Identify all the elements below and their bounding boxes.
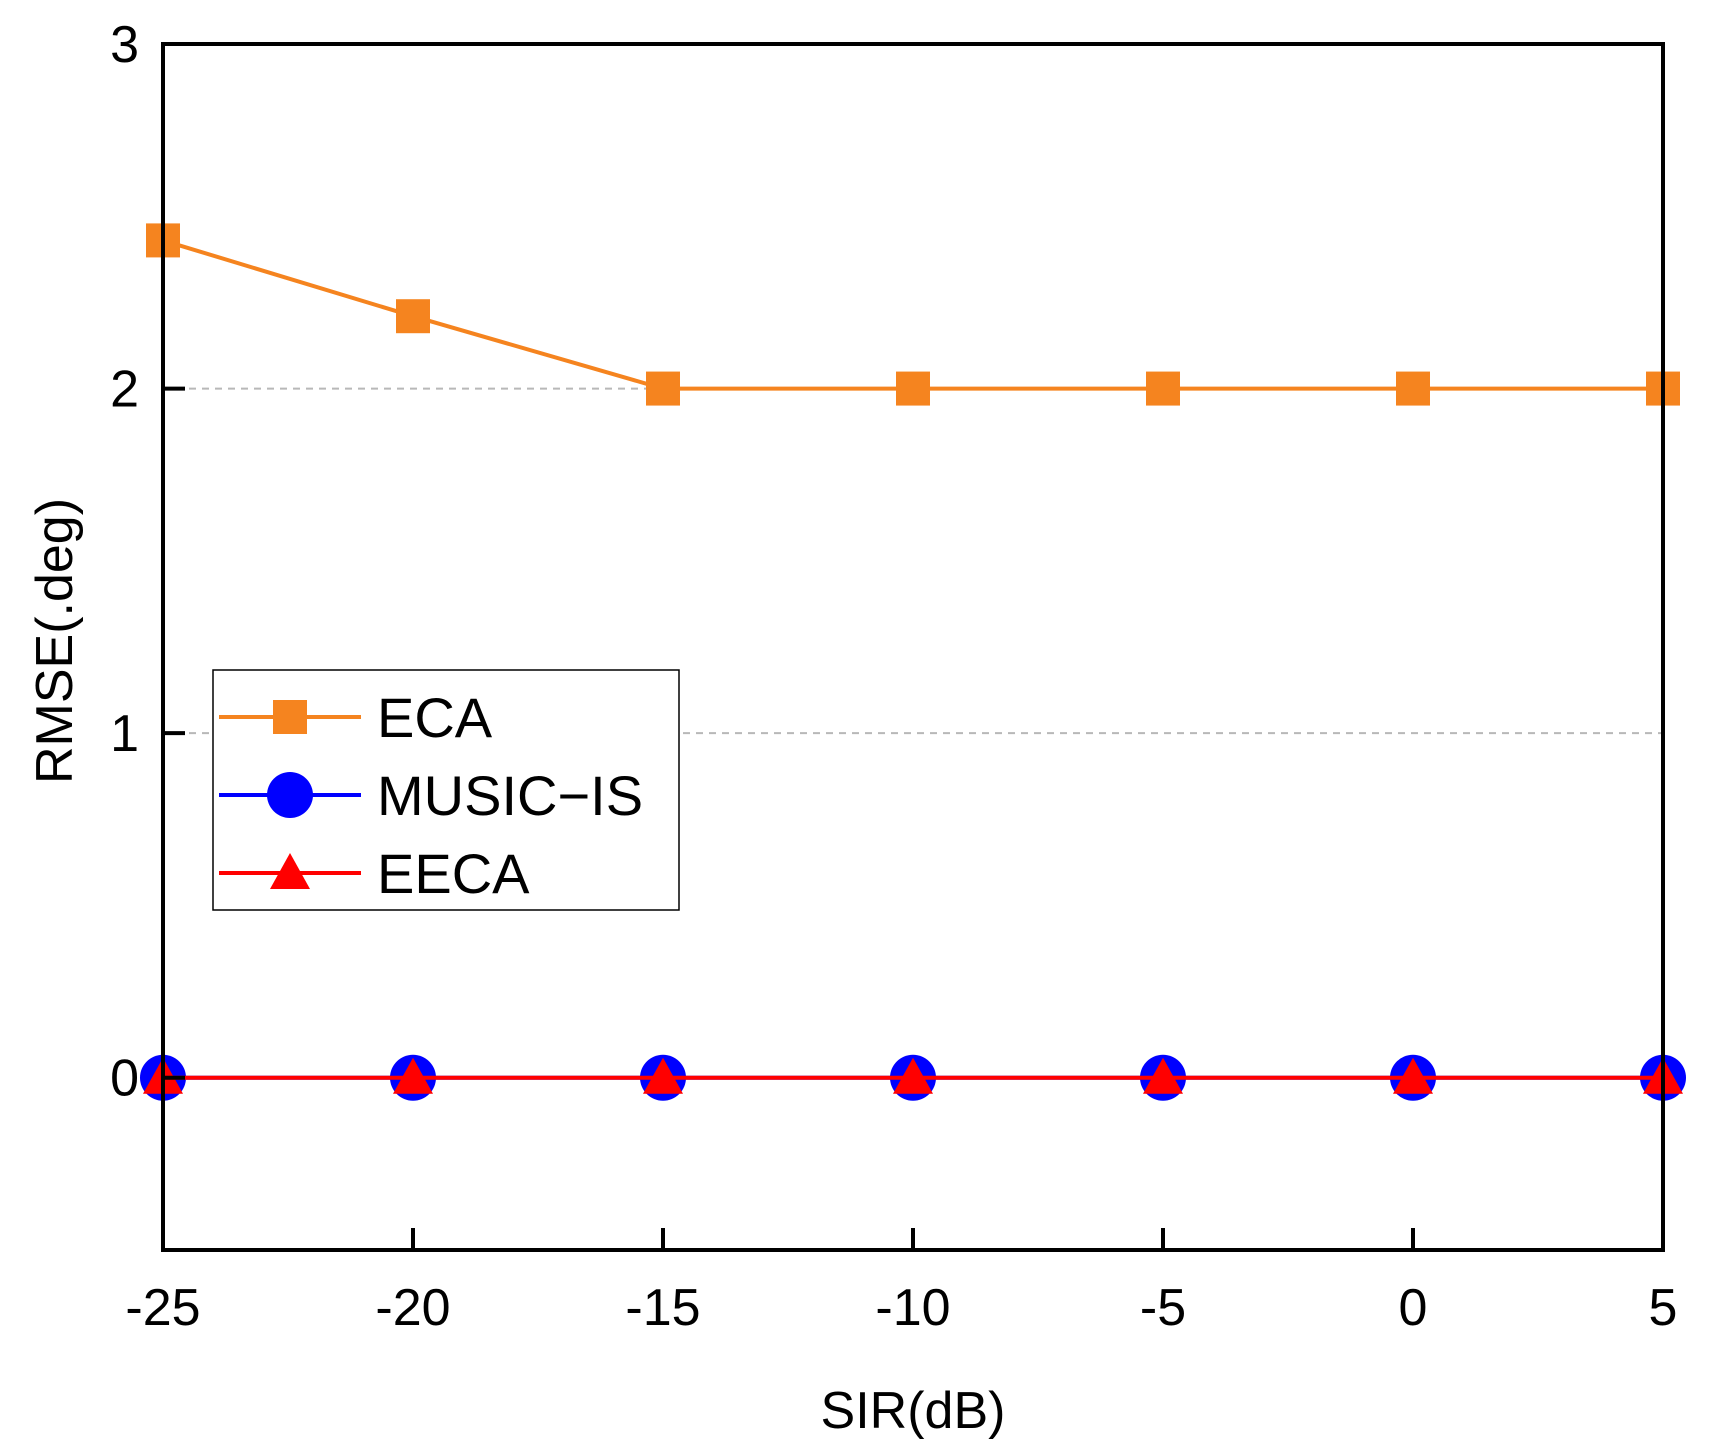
legend-item-music-is: MUSIC−IS <box>219 764 643 827</box>
data-point-eeca <box>393 1057 433 1094</box>
y-axis-title: RMSE(.deg) <box>26 498 84 784</box>
y-tick-label: 3 <box>110 16 139 74</box>
data-point-eeca <box>1393 1057 1433 1094</box>
y-tick-label: 1 <box>110 705 139 763</box>
series-line-eca <box>162 238 1663 391</box>
series-eeca <box>143 1057 1683 1094</box>
data-point-eca <box>1396 371 1430 406</box>
legend-marker-music-is <box>267 772 313 818</box>
x-axis-title: SIR(dB) <box>821 1382 1006 1440</box>
x-tick-label: -5 <box>1140 1279 1186 1337</box>
legend-item-eeca: EECA <box>219 842 530 905</box>
series-layer <box>140 223 1686 1101</box>
legend-label: EECA <box>377 842 530 905</box>
data-point-eeca <box>1143 1057 1183 1094</box>
y-tick-label: 2 <box>110 361 139 419</box>
legend: ECA MUSIC−IS EECA <box>212 669 680 911</box>
data-point-eeca <box>643 1057 683 1094</box>
data-point-eca <box>896 371 930 406</box>
series-eca <box>146 223 1680 406</box>
legend-label: MUSIC−IS <box>377 764 643 827</box>
legend-label: ECA <box>377 686 493 749</box>
x-tick-label: -20 <box>375 1279 450 1337</box>
legend-marker-eca <box>273 700 307 734</box>
legend-item-eca: ECA <box>219 686 493 749</box>
x-tick-label: -15 <box>625 1279 700 1337</box>
x-tick-label: -25 <box>125 1279 200 1337</box>
data-point-eca <box>1146 371 1180 406</box>
data-point-eca <box>646 371 680 406</box>
ticks-layer: -25 -20 -15 -10 -5 0 5 0 1 2 3 <box>110 16 1677 1337</box>
data-point-eca <box>396 299 430 334</box>
data-point-eeca <box>893 1057 933 1094</box>
x-tick-label: 5 <box>1649 1279 1678 1337</box>
x-tick-label: -10 <box>875 1279 950 1337</box>
x-tick-label: 0 <box>1399 1279 1428 1337</box>
legend-marker-eeca <box>270 853 310 889</box>
y-tick-label: 0 <box>110 1050 139 1108</box>
